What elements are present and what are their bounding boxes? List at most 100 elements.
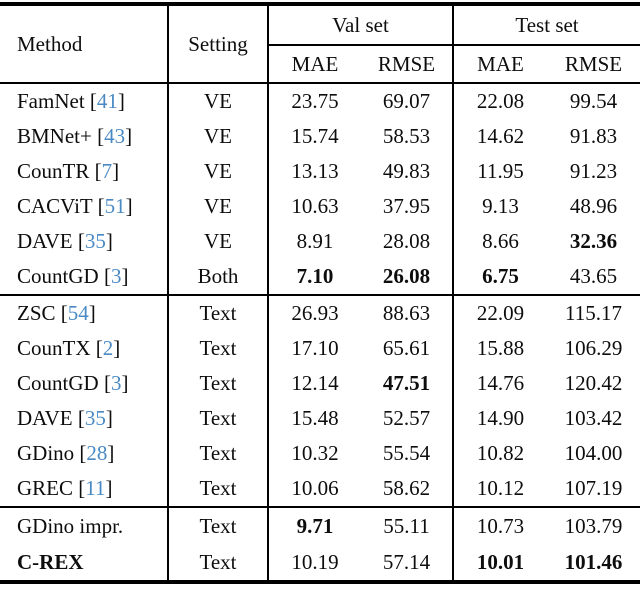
citation-bracket-close: ] [105, 229, 113, 253]
citation-link[interactable]: 11 [85, 476, 106, 500]
setting-cell: Text [168, 331, 269, 366]
table-header: Method Setting Val set Test set MAE RMSE… [0, 4, 640, 84]
citation-link[interactable]: 41 [96, 89, 118, 113]
citation-bracket-close: ] [105, 406, 113, 430]
val-rmse-cell: 57.14 [361, 544, 455, 582]
test-mae-cell: 9.13 [482, 194, 519, 218]
column-group-val-set: Val set [268, 4, 455, 46]
citation-bracket-close: ] [113, 336, 121, 360]
method-name: CounTX [17, 336, 91, 360]
method-name: C-REX [17, 549, 84, 574]
setting-cell: VE [168, 119, 269, 154]
table-row: DAVE [35] Text 15.48 52.57 14.90 103.42 [0, 401, 640, 436]
test-mae-cell: 14.62 [476, 124, 525, 148]
setting-cell: Text [168, 366, 269, 401]
citation-link[interactable]: 7 [101, 159, 113, 183]
table-row: CountGD [3] Both 7.10 26.08 6.75 43.65 [0, 259, 640, 295]
method-cell: CountGD [3] [0, 366, 169, 401]
citation-link[interactable]: 35 [84, 229, 106, 253]
table-row: DAVE [35] VE 8.91 28.08 8.66 32.36 [0, 224, 640, 259]
val-mae-cell: 7.10 [296, 264, 334, 288]
table-row: ZSC [54] Text 26.93 88.63 22.09 115.17 [0, 294, 640, 331]
citation-bracket-close: ] [105, 476, 113, 500]
test-mae-cell: 11.95 [477, 159, 524, 183]
citation-link[interactable]: 51 [104, 194, 126, 218]
val-mae-cell: 17.10 [291, 336, 339, 360]
test-mae-cell: 8.66 [482, 229, 519, 253]
column-header-method: Method [0, 4, 169, 84]
test-rmse-cell: 107.19 [564, 476, 623, 500]
test-rmse-cell: 43.65 [569, 264, 618, 288]
val-mae-cell: 10.06 [291, 476, 339, 500]
method-name: CountGD [17, 264, 99, 288]
val-mae-cell: 10.63 [291, 194, 339, 218]
setting-cell: VE [168, 154, 269, 189]
citation-bracket-open: [ [94, 159, 102, 183]
method-name: CounTR [17, 159, 90, 183]
citation-link[interactable]: 35 [84, 406, 106, 430]
method-cell: FamNet [41] [0, 83, 169, 119]
val-mae-cell: 15.74 [291, 124, 339, 148]
setting-cell: Text [168, 401, 269, 436]
method-name: GDino [17, 441, 75, 465]
method-cell: DAVE [35] [0, 401, 169, 436]
table-row: CounTR [7] VE 13.13 49.83 11.95 91.23 [0, 154, 640, 189]
setting-cell: Text [168, 544, 269, 582]
test-mae-cell: 10.12 [476, 476, 525, 500]
test-rmse-cell: 48.96 [569, 194, 618, 218]
test-rmse-cell: 104.00 [564, 441, 623, 465]
val-mae-cell: 23.75 [291, 89, 339, 113]
setting-cell: Both [168, 259, 269, 295]
citation-link[interactable]: 3 [110, 264, 122, 288]
citation-bracket-close: ] [88, 301, 96, 325]
citation-bracket-open: [ [97, 124, 105, 148]
val-rmse-cell: 58.62 [361, 471, 455, 507]
table-row: FamNet [41] VE 23.75 69.07 22.08 99.54 [0, 83, 640, 119]
table-row: BMNet+ [43] VE 15.74 58.53 14.62 91.83 [0, 119, 640, 154]
citation-link[interactable]: 43 [104, 124, 126, 148]
val-rmse-cell: 47.51 [361, 366, 455, 401]
test-rmse-cell: 91.83 [569, 124, 618, 148]
test-rmse-cell: 115.17 [547, 294, 640, 331]
method-cell: GDino impr. [0, 506, 169, 544]
citation-bracket-open: [ [77, 229, 85, 253]
val-rmse-cell: 69.07 [361, 83, 455, 119]
method-cell: BMNet+ [43] [0, 119, 169, 154]
table-row: C-REX Text 10.19 57.14 10.01 101.46 [0, 544, 640, 582]
citation-bracket-close: ] [125, 194, 133, 218]
setting-cell: Text [168, 471, 269, 507]
test-mae-cell: 10.01 [476, 549, 525, 574]
citation-bracket-open: [ [78, 476, 86, 500]
test-rmse-cell: 103.42 [564, 406, 623, 430]
val-rmse-cell: 55.54 [361, 436, 455, 471]
table-row: CounTX [2] Text 17.10 65.61 15.88 106.29 [0, 331, 640, 366]
method-cell: GDino [28] [0, 436, 169, 471]
citation-link[interactable]: 28 [86, 441, 108, 465]
method-cell: ZSC [54] [0, 294, 169, 331]
setting-cell: Text [168, 294, 269, 331]
test-mae-cell: 6.75 [482, 264, 519, 288]
val-rmse-cell: 52.57 [361, 401, 455, 436]
citation-bracket-open: [ [77, 406, 85, 430]
table-row: GDino [28] Text 10.32 55.54 10.82 104.00 [0, 436, 640, 471]
citation-bracket-open: [ [95, 336, 103, 360]
test-mae-cell: 10.73 [453, 506, 548, 544]
header-row-groups: Method Setting Val set Test set [0, 4, 640, 84]
column-header-test-mae: MAE [453, 45, 548, 84]
setting-cell: Text [168, 436, 269, 471]
setting-cell: VE [168, 189, 269, 224]
citation-link[interactable]: 54 [67, 301, 89, 325]
method-name: GREC [17, 476, 74, 500]
val-rmse-cell: 49.83 [361, 154, 455, 189]
test-rmse-cell: 103.79 [547, 506, 640, 544]
citation-link[interactable]: 3 [110, 371, 122, 395]
citation-link[interactable]: 2 [102, 336, 114, 360]
val-mae-cell: 8.91 [296, 229, 334, 253]
method-cell: CounTX [2] [0, 331, 169, 366]
test-mae-cell: 22.08 [476, 89, 525, 113]
table-row: CountGD [3] Text 12.14 47.51 14.76 120.42 [0, 366, 640, 401]
test-mae-cell: 14.76 [476, 371, 525, 395]
table-row: GREC [11] Text 10.06 58.62 10.12 107.19 [0, 471, 640, 507]
method-name: ZSC [17, 301, 56, 325]
